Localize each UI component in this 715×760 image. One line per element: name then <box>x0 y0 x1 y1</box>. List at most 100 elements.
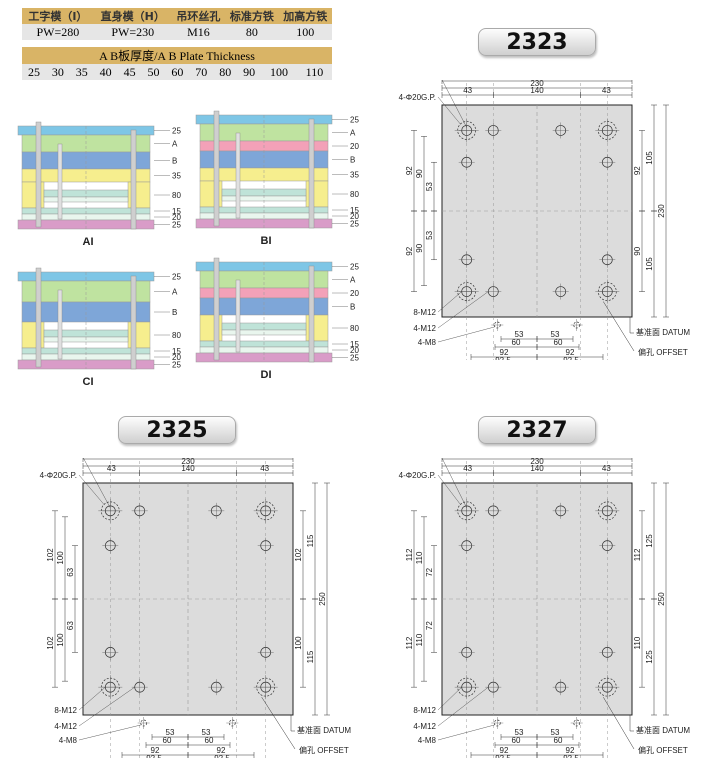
dimension-label: 90 <box>633 246 642 255</box>
model-tab-2327: 2327 <box>478 416 596 444</box>
dimension-label: 230 <box>530 458 544 466</box>
datum-marker <box>629 715 634 732</box>
dimension-label: 125 <box>645 534 654 548</box>
dimension-label: 102 <box>46 636 55 650</box>
dimension-label: 92.5 <box>495 356 511 360</box>
layer-label: 15 <box>172 347 181 356</box>
dimension-label: 92 <box>566 348 575 357</box>
dimension-label: 53 <box>166 728 175 737</box>
leader-line <box>437 291 462 313</box>
leader-line <box>437 474 461 505</box>
dimension-label: PW <box>531 80 544 81</box>
plate-drawing-2327: PW23014043431121121101107272112110125125… <box>399 458 690 758</box>
layer-label: 20 <box>172 213 181 222</box>
model-tab-2325: 2325 <box>118 416 236 444</box>
mold-stack-diagrams: 25AB3580152025AI25A20B3580152025BI25AB80… <box>17 110 359 388</box>
dimension-label: 115 <box>306 534 315 547</box>
callout-8-m12: 8-M12 <box>413 706 436 715</box>
dimension-label: 100 <box>56 633 65 647</box>
plate-drawing-2325: PW23014043431021021001006363102100115115… <box>40 458 351 758</box>
callout-4-m12: 4-M12 <box>54 722 77 731</box>
bolt-left <box>35 267 42 368</box>
dimension-label: 53 <box>515 330 524 339</box>
spec-value: PW=230 <box>93 24 172 40</box>
callout-gp: 4-Φ20G.P. <box>399 93 436 102</box>
callout-gp: 4-Φ20G.P. <box>399 471 436 480</box>
dimension-label: 125 <box>645 650 654 664</box>
callout-4-m8: 4-M8 <box>418 338 437 347</box>
layer-label: 25 <box>172 127 181 136</box>
dimension-label: 250 <box>318 592 327 606</box>
callout-datum: 基准面 DATUM <box>297 725 351 735</box>
layer-label: 80 <box>172 191 181 200</box>
dimension-label: 72 <box>425 567 434 576</box>
bolt-right <box>308 118 315 229</box>
dimension-label: 53 <box>425 230 434 239</box>
dimension-label: 100 <box>294 636 303 650</box>
spec-header: 工字模（I） <box>22 8 94 24</box>
dimension-label: 230 <box>181 458 195 466</box>
layer-label: 25 <box>350 220 359 229</box>
dimension-label: 92 <box>500 746 509 755</box>
dimension-label: 60 <box>554 338 563 347</box>
dimension-label: PW <box>531 458 544 459</box>
dimension-label: 92.5 <box>563 356 579 360</box>
dimension-label: 43 <box>107 464 116 473</box>
layer-label: 20 <box>350 142 359 151</box>
dimension-label: 140 <box>530 464 544 473</box>
dimension-label: 43 <box>463 464 472 473</box>
bolt-right <box>130 129 137 230</box>
dimension-label: 43 <box>463 86 472 95</box>
mold-name: DI <box>261 369 272 381</box>
guide-pin <box>235 132 241 219</box>
leader-line <box>78 686 135 727</box>
dimension-label: 112 <box>405 636 414 649</box>
datum-marker <box>629 317 634 334</box>
dimension-label: 110 <box>633 636 642 649</box>
callout-offset: 偏孔 OFFSET <box>299 745 349 755</box>
guide-pin <box>57 143 63 220</box>
dimension-label: 43 <box>602 86 611 95</box>
leader-line <box>78 474 105 505</box>
leader-line <box>78 687 106 711</box>
leader-line <box>78 724 141 741</box>
offset-leader <box>261 697 296 750</box>
thickness-value: 90 <box>237 64 262 80</box>
dimension-label: 102 <box>294 548 303 562</box>
dimension-label: PW <box>182 458 195 459</box>
mold-name: CI <box>83 376 94 388</box>
layer-label: 20 <box>350 289 359 298</box>
layer-label: 25 <box>350 263 359 272</box>
dimension-label: 53 <box>425 182 434 191</box>
spec-header: 加高方铁 <box>278 8 332 24</box>
thickness-value: 80 <box>213 64 238 80</box>
callout-datum: 基准面 DATUM <box>636 327 690 337</box>
layer-label: 25 <box>350 354 359 363</box>
thickness-value: 25 <box>22 64 46 80</box>
dimension-label: 250 <box>657 592 666 606</box>
callout-offset: 偏孔 OFFSET <box>638 347 688 357</box>
bolt-right <box>308 265 315 363</box>
leader-line <box>441 458 467 508</box>
dimension-label: 60 <box>205 736 214 745</box>
dimension-label: 92 <box>405 166 414 175</box>
dimension-label: 60 <box>554 736 563 745</box>
spec-header: 吊环丝孔 <box>171 8 226 24</box>
dimension-label: 140 <box>530 86 544 95</box>
layer-label: A <box>172 140 178 149</box>
callout-gp: 4-Φ20G.P. <box>40 471 77 480</box>
thickness-value: 110 <box>296 64 332 80</box>
layer-label: 80 <box>350 190 359 199</box>
dimension-label: 92.5 <box>214 754 230 758</box>
dimension-label: 92.5 <box>495 754 511 758</box>
leader-line <box>83 458 111 508</box>
dimension-label: 92 <box>633 166 642 175</box>
layer-label: 80 <box>172 331 181 340</box>
dimension-label: 53 <box>551 728 560 737</box>
dimension-label: 112 <box>633 548 642 561</box>
thickness-value: 30 <box>45 64 70 80</box>
dimension-label: 140 <box>181 464 195 473</box>
